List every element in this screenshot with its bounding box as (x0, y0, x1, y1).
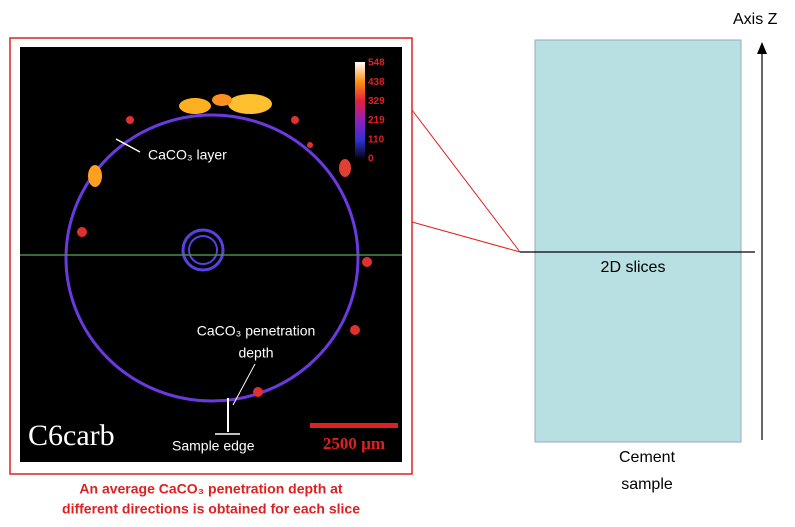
sample-name: C6carb (28, 419, 115, 452)
depth-label: CaCO₃ penetration (197, 323, 316, 339)
scale-label: 2500 µm (323, 434, 385, 453)
colorbar-label: 0 (368, 154, 374, 165)
zoom-line (412, 222, 520, 252)
slice-label: 2D slices (601, 259, 666, 276)
cement-sample (535, 40, 741, 442)
caption: An average CaCO₃ penetration depth at (79, 481, 343, 497)
colorbar (355, 62, 365, 160)
scale-bar (310, 423, 398, 428)
colorbar-label: 438 (368, 77, 385, 88)
axis-arrowhead (757, 42, 767, 54)
depth-label: depth (238, 345, 273, 361)
colorbar-label: 329 (368, 96, 385, 107)
caption: different directions is obtained for eac… (62, 501, 360, 517)
colorbar-label: 110 (368, 134, 385, 145)
colorbar-label: 548 (368, 58, 385, 69)
sample-name: Cement (619, 449, 676, 466)
axis-label: Axis Z (733, 11, 778, 28)
edge-label: Sample edge (172, 438, 255, 454)
figure: 548 438 329 219 110 0 CaCO₃ layer CaCO₃ penet… (0, 0, 795, 522)
colorbar-label: 219 (368, 115, 385, 126)
sample-name: sample (621, 476, 673, 493)
layer-label: CaCO₃ layer (148, 147, 227, 163)
zoom-line (412, 110, 520, 252)
